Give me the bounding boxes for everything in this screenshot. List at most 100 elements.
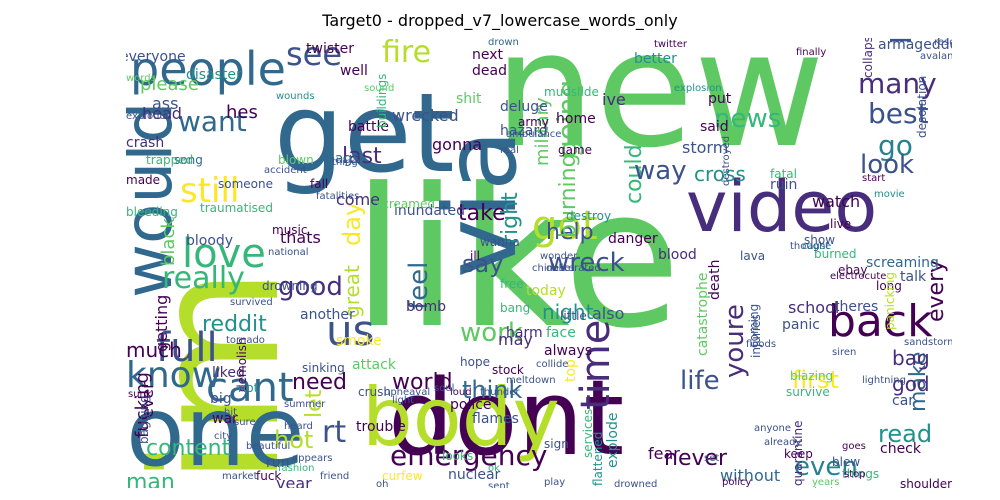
word-thought: thought [790,241,830,252]
word-way: way [634,156,687,186]
word-trapped: trapped [146,153,194,167]
word-world: world [392,370,453,395]
word-tornado: tornado [226,335,265,346]
word-reddit: reddit [202,312,267,337]
word-soul: soul [434,383,455,394]
word-said: said [700,119,729,135]
word-year: year [276,474,312,489]
word-want: want [178,105,247,138]
word-cause: cause [802,241,832,252]
word-goes: goes [842,441,866,452]
word-drowning: drowning [262,279,318,293]
word-beautiful: beautiful [246,441,291,452]
word-ill: ill [470,249,481,263]
word-sandstorm: sandstorm [904,337,952,348]
word-full: full [156,325,218,371]
word-head: head [142,104,182,123]
word-burning: burning [556,153,581,238]
word-loud: loud [450,387,472,398]
word-time: time [573,319,619,410]
word-screaming: screaming [866,255,939,271]
word-summer: summer [284,399,326,410]
word-ass: ass [152,94,179,113]
word-start: start [862,173,886,184]
word-sign: sign [544,437,569,451]
word-sound: sound [364,83,395,94]
word-buildings: buildings [375,73,389,128]
word-even: even [794,452,858,482]
word-many: many [858,67,937,100]
word-home: home [556,111,596,127]
word-wrecked: wrecked [392,106,459,125]
word-people: people [130,42,286,96]
word-crush: crush [358,385,391,399]
word-live: live [830,217,852,231]
word-fatalities: fatalities [316,191,360,202]
word-first: first [792,366,839,394]
word-already: already [764,437,802,448]
word-avalanche: avalanche [920,51,952,62]
word-sunk: sunk [128,389,152,400]
word-video: video [686,166,878,248]
word-fear: fear [648,444,680,463]
word-destroy: destroy [566,209,612,223]
word-ruin: ruin [770,177,798,193]
word-content: content [146,436,231,461]
word-explode: explode [605,412,621,469]
word-bleeding: bleeding [126,205,178,219]
word-lava: lava [740,249,766,263]
word-shoulder: shoulder [900,477,952,488]
word-catastrophe: catastrophe [695,272,711,356]
word-got: got [532,203,598,249]
word-dont: dont [388,357,625,479]
word-twister: twister [306,41,354,57]
word-wounds: wounds [276,91,315,102]
word-cloud: new like im get dont one body via would video peop… [126,38,952,488]
word-game: game [558,143,593,157]
word-lightning: lightning [862,375,906,386]
word-go: go [878,129,913,162]
word-thunder: thunder [480,387,520,398]
word-last: last [342,144,382,169]
word-sent: sent [488,481,510,489]
word-need: need [292,370,347,395]
word-work: work [460,318,523,348]
word-love: love [182,231,266,277]
word-everyone: everyone [126,49,186,65]
word-life: life [680,366,720,396]
word-upheaval: upheaval [384,387,431,398]
word-also: also [592,304,625,323]
word-sinking: sinking [302,361,345,375]
word-good: good [278,272,343,302]
word-wreck: wreck [548,248,625,278]
word-wanna: wanna [480,235,520,249]
word-hes: hes [226,102,258,123]
word-meltdown: meltdown [506,375,556,386]
word-say: say [462,250,504,278]
word-thing: thing [332,157,358,168]
word-us: us [326,306,375,355]
word-looks: looks [442,449,474,463]
word-help: help [546,220,594,245]
word-hazard: hazard [500,123,548,139]
word-nuclear: nuclear [448,467,501,483]
word-appears: appears [292,453,333,464]
word-armageddon: armageddon [878,38,952,53]
word-drowned: drowned [614,479,658,489]
word-blown: blown [278,153,314,167]
word-anyone: anyone [754,423,791,434]
word-watch: watch [812,192,861,211]
word-sure: sure [234,417,256,428]
word-body: body [362,371,560,464]
word-wonder: wonder [540,251,578,262]
word-theres: theres [834,299,879,315]
word-drown: drown [488,38,519,48]
figure-title: Target0 - dropped_v7_lowercase_words_onl… [322,11,678,30]
word-trouble: trouble [356,419,406,435]
word-national: national [268,247,309,258]
word-dead: dead [472,63,507,79]
word-services: services [581,408,595,458]
word-deluge: deluge [500,99,548,115]
word-black: black [158,218,179,266]
word-disaster: disaster [186,67,242,83]
